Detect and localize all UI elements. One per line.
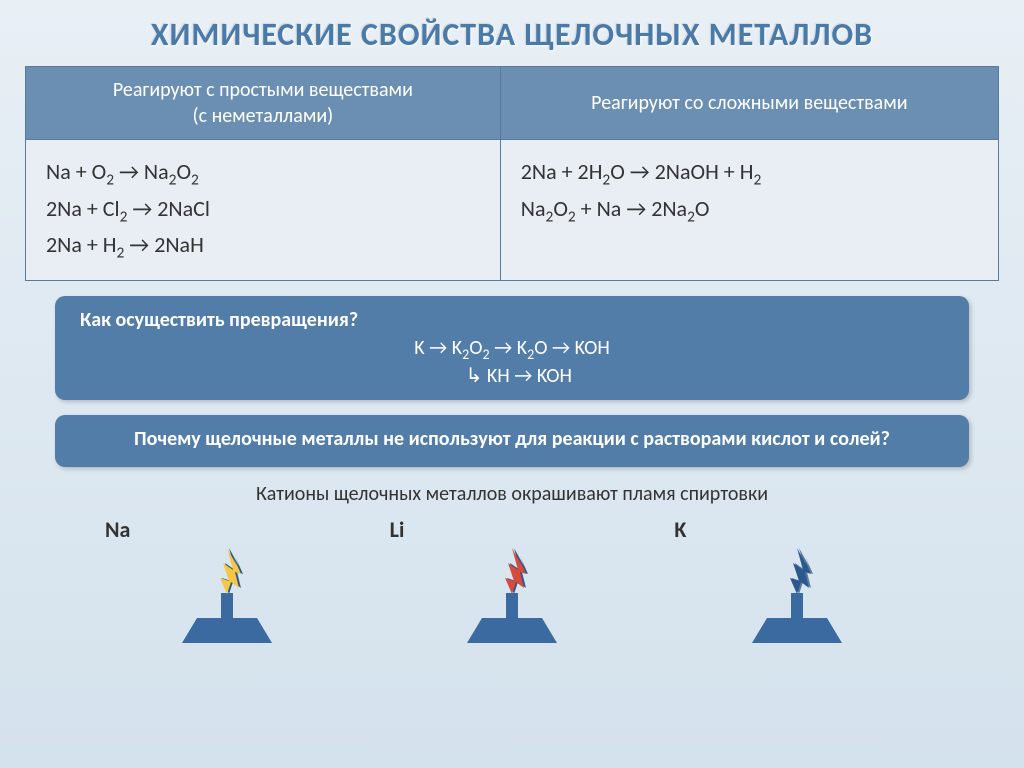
burner-na [157, 548, 297, 658]
flames-row: Na Li K [25, 516, 999, 658]
question-text: Почему щелочные металлы не используют дл… [80, 427, 944, 451]
flame-label-na: Na [105, 516, 130, 543]
cell-simple-reactions: Na + O2 → Na2O2 2Na + Cl2 → 2NaCl 2Na + … [26, 140, 501, 281]
cell-complex-reactions: 2Na + 2H2O → 2NaOH + H2 Na2O2 + Na → 2Na… [500, 140, 998, 281]
transformation-chain-1: K → K2O2 → K2O → KOH [80, 336, 944, 363]
burner-k [727, 548, 867, 658]
question-box: Почему щелочные металлы не используют дл… [55, 415, 969, 467]
transformation-chain-2: ↳ KH → KOH [80, 363, 944, 388]
table-row: Na + O2 → Na2O2 2Na + Cl2 → 2NaCl 2Na + … [26, 140, 999, 281]
flame-unit-li: Li [370, 516, 655, 658]
flame-label-li: Li [390, 516, 405, 543]
reactions-table: Реагируют с простыми веществами(с немета… [25, 66, 999, 281]
table-header-complex: Реагируют со сложными веществами [500, 67, 998, 140]
burner-li [442, 548, 582, 658]
transformations-box: Как осуществить превращения? K → K2O2 → … [55, 296, 969, 400]
transformations-question: Как осуществить превращения? [80, 308, 944, 332]
flame-unit-k: K [654, 516, 939, 658]
flame-caption: Катионы щелочных металлов окрашивают пла… [25, 482, 999, 506]
flame-label-k: K [674, 516, 686, 543]
flame-unit-na: Na [85, 516, 370, 658]
table-header-simple: Реагируют с простыми веществами(с немета… [26, 67, 501, 140]
page-title: ХИМИЧЕСКИЕ СВОЙСТВА ЩЕЛОЧНЫХ МЕТАЛЛОВ [25, 15, 999, 54]
